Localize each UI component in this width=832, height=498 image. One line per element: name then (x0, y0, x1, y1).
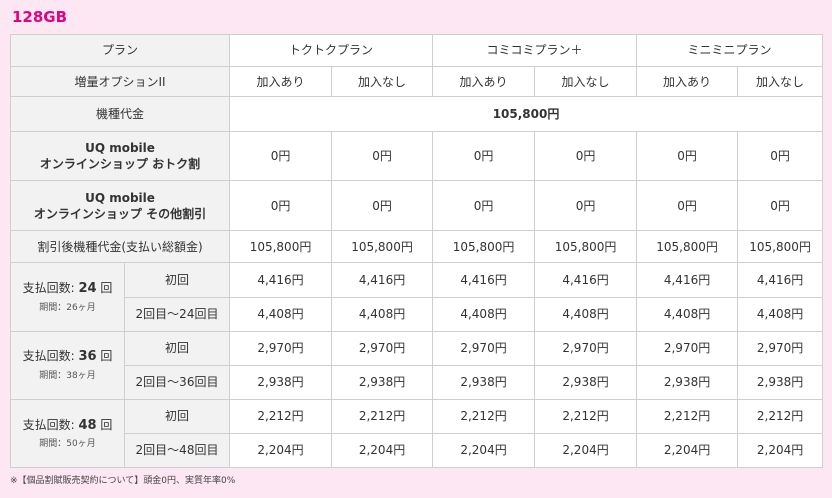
payment-value: 4,416円 (534, 262, 638, 298)
payment-value: 2,212円 (229, 398, 333, 434)
discount2-label: UQ mobile オンラインショップ その他割引 (9, 180, 231, 232)
payment-value: 2,204円 (737, 432, 824, 469)
installment-label: 支払回数: 48 回 期間：50ヶ月 (10, 398, 125, 469)
payment-value: 4,408円 (534, 296, 638, 332)
discount2-value: 0円 (737, 180, 824, 232)
rest-payment-label: 2回目〜48回目 (123, 432, 231, 469)
payment-value: 2,212円 (534, 398, 638, 434)
after-discount-value: 105,800円 (737, 230, 824, 264)
option-no: 加入なし (737, 66, 824, 98)
discount2-value: 0円 (331, 180, 434, 232)
installment-first-row: 支払回数: 24 回 期間：26ヶ月 初回 4,416円 4,416円 4,41… (10, 262, 824, 332)
payment-value: 2,938円 (534, 364, 638, 400)
installment-label: 支払回数: 24 回 期間：26ヶ月 (10, 262, 125, 332)
payment-value: 2,970円 (229, 330, 333, 366)
payment-value: 2,938円 (737, 364, 824, 400)
discount2-row: UQ mobile オンラインショップ その他割引 0円 0円 0円 0円 0円… (9, 180, 824, 232)
payment-value: 2,938円 (636, 364, 739, 400)
discount1-value: 0円 (636, 131, 739, 182)
installment-first-row: 支払回数: 36 回 期間：38ヶ月 初回 2,970円 2,970円 2,97… (10, 330, 824, 400)
after-discount-value: 105,800円 (534, 230, 638, 264)
installment-period: 期間：38ヶ月 (39, 370, 96, 381)
payment-value: 2,970円 (432, 330, 536, 366)
page-title: 128GB (12, 8, 68, 26)
payment-value: 2,212円 (432, 398, 536, 434)
discount2-value: 0円 (432, 180, 536, 232)
option-no: 加入なし (331, 66, 434, 98)
installment-period: 期間：26ヶ月 (39, 302, 96, 313)
payment-value: 2,212円 (331, 398, 434, 434)
discount1-value: 0円 (331, 131, 434, 182)
installment-rest-row: 2回目〜48回目 2,204円 2,204円 2,204円 2,204円 2,2… (11, 432, 824, 469)
payment-value: 2,938円 (432, 364, 536, 400)
payment-value: 2,970円 (636, 330, 739, 366)
payment-value: 2,204円 (636, 432, 739, 469)
payment-value: 2,970円 (737, 330, 824, 366)
payment-value: 4,416円 (331, 262, 434, 298)
payment-value: 2,204円 (432, 432, 536, 469)
discount1-value: 0円 (534, 131, 638, 182)
payment-value: 4,408円 (432, 296, 536, 332)
discount1-value: 0円 (737, 131, 824, 182)
payment-value: 4,408円 (636, 296, 739, 332)
payment-value: 4,408円 (331, 296, 434, 332)
after-discount-value: 105,800円 (636, 230, 739, 264)
footnote: ※【個品割賦販売契約について】頭金0円、実質年率0% (10, 476, 236, 486)
payment-value: 4,416円 (432, 262, 536, 298)
discount2-value: 0円 (229, 180, 333, 232)
payment-value: 2,970円 (534, 330, 638, 366)
payment-value: 2,970円 (331, 330, 434, 366)
payment-value: 4,408円 (229, 296, 333, 332)
payment-value: 2,212円 (737, 398, 824, 434)
discount1-value: 0円 (229, 131, 333, 182)
payment-value: 4,416円 (737, 262, 824, 298)
after-discount-value: 105,800円 (331, 230, 434, 264)
after-discount-value: 105,800円 (432, 230, 536, 264)
device-price-value: 105,800円 (229, 96, 824, 133)
first-payment-label: 初回 (123, 262, 231, 298)
installment-period: 期間：50ヶ月 (39, 439, 96, 450)
after-discount-label: 割引後機種代金(支払い総額金) (9, 230, 231, 264)
payment-value: 4,416円 (636, 262, 739, 298)
option-no: 加入なし (534, 66, 638, 98)
option-yes: 加入あり (229, 66, 333, 98)
discount1-row: UQ mobile オンラインショップ おトク割 0円 0円 0円 0円 0円 … (9, 131, 824, 182)
option-label: 増量オプションII (9, 66, 231, 98)
installment-label: 支払回数: 36 回 期間：38ヶ月 (10, 330, 125, 400)
installment-rest-row: 2回目〜24回目 4,408円 4,408円 4,408円 4,408円 4,4… (11, 296, 824, 332)
discount2-value: 0円 (636, 180, 739, 232)
first-payment-label: 初回 (123, 330, 231, 366)
device-price-row: 機種代金 105,800円 (9, 96, 824, 133)
plan-name: トクトクプラン (229, 33, 434, 68)
option-yes: 加入あり (636, 66, 739, 98)
after-discount-value: 105,800円 (229, 230, 333, 264)
payment-value: 2,938円 (229, 364, 333, 400)
discount1-label: UQ mobile オンラインショップ おトク割 (9, 131, 231, 182)
option-yes: 加入あり (432, 66, 536, 98)
payment-value: 2,204円 (229, 432, 333, 469)
rest-payment-label: 2回目〜36回目 (123, 364, 231, 400)
payment-value: 4,408円 (737, 296, 824, 332)
after-discount-row: 割引後機種代金(支払い総額金) 105,800円 105,800円 105,80… (9, 230, 824, 264)
plan-name: ミニミニプラン (636, 33, 824, 68)
price-table: プラン トクトクプラン コミコミプラン＋ ミニミニプラン 増量オプションII 加… (9, 33, 824, 469)
first-payment-label: 初回 (123, 398, 231, 434)
payment-value: 4,416円 (229, 262, 333, 298)
plan-name: コミコミプラン＋ (432, 33, 638, 68)
installment-rest-row: 2回目〜36回目 2,938円 2,938円 2,938円 2,938円 2,9… (11, 364, 824, 400)
option-row: 増量オプションII 加入あり 加入なし 加入あり 加入なし 加入あり 加入なし (9, 66, 824, 98)
discount1-value: 0円 (432, 131, 536, 182)
rest-payment-label: 2回目〜24回目 (123, 296, 231, 332)
plan-header-row: プラン トクトクプラン コミコミプラン＋ ミニミニプラン (9, 33, 824, 68)
device-price-label: 機種代金 (9, 96, 231, 133)
installment-first-row: 支払回数: 48 回 期間：50ヶ月 初回 2,212円 2,212円 2,21… (10, 398, 824, 469)
plan-label: プラン (9, 33, 231, 68)
payment-value: 2,204円 (331, 432, 434, 469)
discount2-value: 0円 (534, 180, 638, 232)
payment-value: 2,204円 (534, 432, 638, 469)
payment-value: 2,938円 (331, 364, 434, 400)
payment-value: 2,212円 (636, 398, 739, 434)
